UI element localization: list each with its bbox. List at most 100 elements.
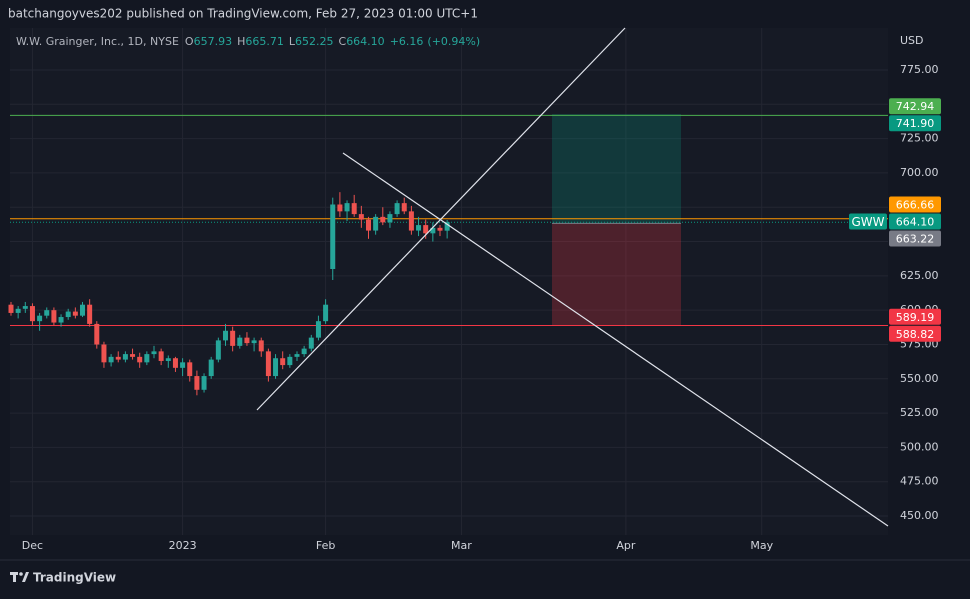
x-tick-label: Apr [616, 539, 636, 552]
candle-body [72, 311, 78, 316]
y-tick-label: 450.00 [900, 509, 939, 522]
candle-body [301, 348, 307, 355]
y-tick-label: 725.00 [900, 132, 939, 145]
candle-body [151, 351, 157, 355]
candle-body [215, 340, 221, 360]
axis-labels: 742.94 741.90 666.66 664.10 GWW 663.22 589.19 5… [849, 98, 941, 342]
price-label-box [889, 308, 941, 325]
candle-body [230, 330, 236, 346]
candle-body [401, 203, 407, 212]
candle-body [237, 337, 243, 346]
legend-value: 665.71 [245, 35, 284, 48]
candle-body [208, 359, 214, 377]
candle-body [222, 330, 228, 341]
candle-body [8, 304, 14, 313]
y-tick-label: 700.00 [900, 166, 939, 179]
x-tick-label: Feb [316, 539, 335, 552]
y-tick-label: 775.00 [900, 63, 939, 76]
candle-body [315, 321, 321, 338]
price-label-box [889, 325, 941, 342]
ticker-tag: GWW [851, 215, 884, 229]
price-label-box [889, 230, 941, 247]
symbol: W.W. Grainger, Inc., 1D, NYSE [16, 35, 179, 48]
price-label: 663.22 [896, 232, 935, 245]
candle-body [337, 204, 343, 212]
ticker-tag-box [849, 213, 887, 230]
legend-value: 657.93 [194, 35, 233, 48]
candle-body [423, 225, 429, 234]
candle-body [165, 358, 171, 361]
price-label: 742.94 [896, 100, 935, 113]
grid: 450.00475.00500.00525.00550.00575.00600.… [10, 28, 939, 552]
candle-body [29, 306, 35, 322]
candle-body [158, 351, 164, 361]
candle-body [294, 354, 300, 357]
candle-body [201, 376, 207, 390]
price-label-box [889, 115, 941, 132]
candle-body [358, 214, 364, 220]
y-tick-label: 475.00 [900, 475, 939, 488]
legend-key: O [185, 35, 194, 48]
candle-body [373, 216, 379, 231]
candles [8, 192, 450, 396]
legend-key: L [289, 35, 296, 48]
candle-body [194, 376, 200, 390]
legend-key: C [339, 35, 347, 48]
candle-body [344, 203, 350, 212]
y-tick-label: 625.00 [900, 269, 939, 282]
candle-body [187, 362, 193, 377]
x-tick-label: May [750, 539, 773, 552]
candle-body [108, 356, 114, 363]
logo [10, 572, 29, 582]
candle-body [44, 310, 50, 316]
legend: W.W. Grainger, Inc., 1D, NYSE O657.93 H665… [16, 35, 480, 48]
x-tick-label: Mar [451, 539, 472, 552]
price-label-box [889, 196, 941, 213]
candle-body [394, 203, 400, 215]
candle-body [330, 204, 336, 270]
candle-body [444, 222, 450, 231]
candle-body [308, 337, 314, 349]
legend-key: H [237, 35, 245, 48]
legend-change: +6.16 [390, 35, 424, 48]
candle-body [244, 337, 250, 344]
candle-body [65, 311, 71, 318]
candle-body [22, 306, 28, 309]
price-label: 588.82 [896, 328, 935, 341]
plot-area [10, 28, 888, 535]
candle-body [115, 356, 121, 360]
candle-body [387, 214, 393, 223]
y-tick-label: 500.00 [900, 440, 939, 453]
candle-body [172, 358, 178, 368]
candle-body [58, 317, 64, 323]
trend-lines [256, 27, 889, 527]
candle-body [408, 211, 414, 231]
candle-body [273, 358, 279, 377]
profit-zone [552, 114, 681, 224]
logo-stem [13, 572, 16, 582]
candle-body [280, 358, 286, 366]
candle-body [351, 203, 357, 215]
loss-zone [552, 223, 681, 326]
candle-body [323, 304, 329, 322]
candle-body [51, 310, 57, 323]
branding: TradingView [33, 571, 116, 585]
legend-change-pct: (+0.94%) [427, 35, 480, 48]
candle-body [37, 315, 43, 322]
price-label: 664.10 [896, 215, 935, 228]
price-label-box [889, 98, 941, 115]
candle-body [265, 351, 271, 377]
legend-value: 664.10 [346, 35, 385, 48]
candle-body [87, 304, 93, 324]
candle-body [251, 340, 257, 344]
position-tool [552, 114, 681, 326]
trend-line [256, 27, 626, 411]
candle-body [258, 340, 264, 352]
candle-body [437, 227, 443, 231]
candle-body [137, 356, 143, 363]
candle-body [79, 304, 85, 316]
y-tick-label: 550.00 [900, 372, 939, 385]
x-tick-label: 2023 [169, 539, 197, 552]
logo-dot [19, 572, 23, 576]
